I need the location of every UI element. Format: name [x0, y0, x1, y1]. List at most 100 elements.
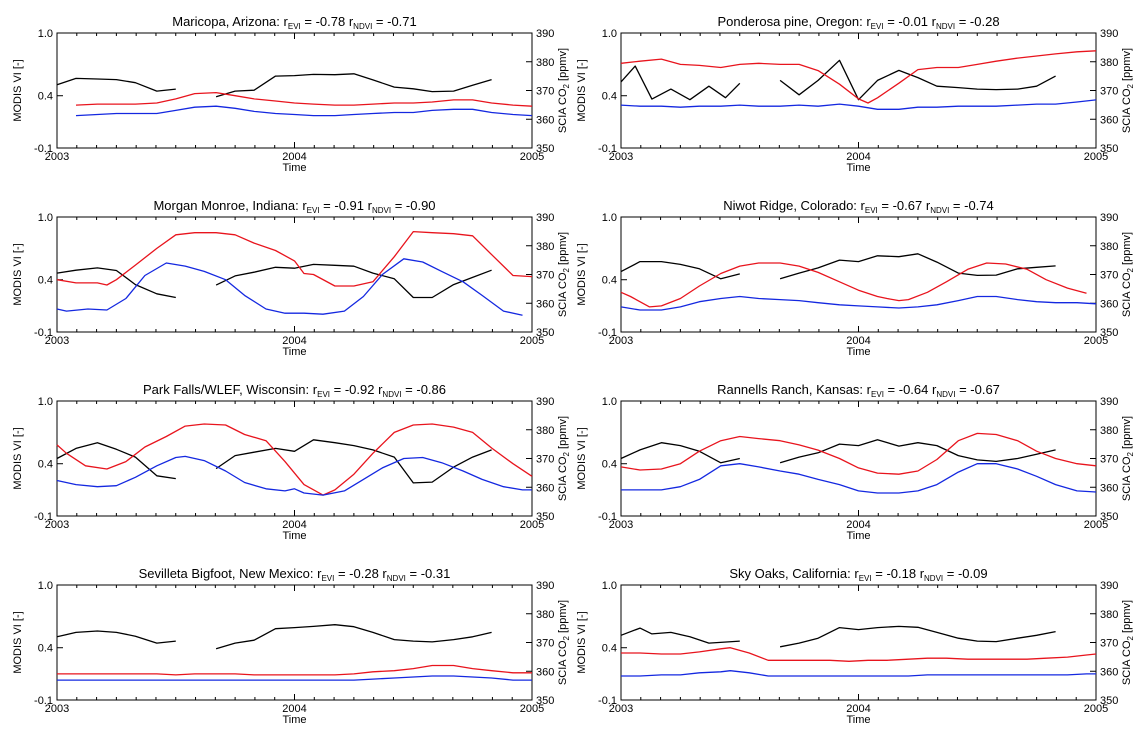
- series-line-evi: [56, 455, 532, 496]
- y-right-axis-title: SCIA CO2 [ppmv]: [557, 600, 571, 685]
- y-right-tick-label: 350: [536, 695, 554, 707]
- y-left-tick-label: 0.4: [38, 275, 53, 287]
- y-left-axis-title: MODIS VI [-]: [576, 59, 588, 121]
- y-right-tick-label: 370: [1100, 638, 1118, 650]
- series-line-evi: [620, 99, 1097, 110]
- series-line-scia-co2: [56, 77, 176, 92]
- x-tick-label: 2005: [1084, 335, 1108, 347]
- x-axis-title: Time: [282, 346, 306, 358]
- x-tick-label: 2004: [846, 519, 870, 531]
- series-line-scia-co2: [620, 627, 740, 644]
- panel-title: Morgan Monroe, Indiana: rEVI = -0.91 rND…: [153, 198, 435, 215]
- panel-title: Ponderosa pine, Oregon: rEVI = -0.01 rND…: [717, 14, 999, 31]
- y-right-tick-label: 380: [1100, 425, 1118, 437]
- x-tick-label: 2004: [846, 151, 870, 163]
- y-left-tick-label: -0.1: [34, 695, 53, 707]
- series-line-evi: [56, 258, 523, 316]
- series-line-evi: [621, 463, 1097, 494]
- x-tick-label: 2004: [846, 703, 870, 715]
- x-tick-label: 2005: [520, 151, 544, 163]
- plot-frame: [56, 584, 533, 701]
- y-right-tick-label: 390: [1100, 580, 1118, 592]
- x-tick-label: 2005: [520, 519, 544, 531]
- y-left-axis-title: MODIS VI [-]: [12, 59, 24, 121]
- series-line-ndvi: [56, 230, 533, 287]
- y-right-axis-title: SCIA CO2 [ppmv]: [1121, 416, 1135, 501]
- y-right-tick-label: 350: [1100, 511, 1118, 523]
- x-tick-label: 2003: [609, 151, 633, 163]
- y-right-axis-title: SCIA CO2 [ppmv]: [557, 416, 571, 501]
- y-right-tick-label: 380: [1100, 241, 1118, 253]
- panel-title: Sevilleta Bigfoot, New Mexico: rEVI = -0…: [139, 566, 451, 583]
- y-right-tick-label: 370: [1100, 270, 1118, 282]
- series-line-scia-co2: [620, 65, 741, 101]
- series-line-scia-co2: [620, 442, 740, 464]
- plot-frame: [620, 216, 1097, 333]
- y-right-tick-label: 370: [536, 638, 554, 650]
- x-tick-label: 2004: [282, 335, 306, 347]
- y-left-tick-label: 1.0: [38, 396, 53, 408]
- y-right-tick-label: 380: [536, 609, 554, 621]
- panel-title: Niwot Ridge, Colorado: rEVI = -0.67 rNDV…: [723, 198, 994, 215]
- series-line-ndvi: [620, 432, 1097, 475]
- panel-title: Maricopa, Arizona: rEVI = -0.78 rNDVI = …: [172, 14, 417, 31]
- y-right-tick-label: 390: [1100, 212, 1118, 224]
- series-line-ndvi: [620, 50, 1097, 104]
- y-left-tick-label: 1.0: [38, 28, 53, 40]
- y-right-tick-label: 380: [536, 425, 554, 437]
- y-right-tick-label: 370: [1100, 86, 1118, 98]
- y-left-axis-title: MODIS VI [-]: [12, 243, 24, 305]
- x-axis-title: Time: [846, 530, 870, 542]
- plot-frame: [620, 584, 1097, 701]
- x-axis-title: Time: [846, 346, 870, 358]
- y-left-tick-label: -0.1: [34, 327, 53, 339]
- plot-frame: [620, 32, 1097, 149]
- x-tick-label: 2004: [846, 335, 870, 347]
- y-right-tick-label: 390: [1100, 396, 1118, 408]
- y-right-tick-label: 350: [1100, 695, 1118, 707]
- chart-panel-5: Park Falls/WLEF, Wisconsin: rEVI = -0.92…: [12, 382, 571, 542]
- series-line-scia-co2: [215, 263, 492, 299]
- series-line-scia-co2: [620, 260, 740, 280]
- series-line-scia-co2: [215, 73, 492, 98]
- y-left-tick-label: 0.4: [38, 643, 53, 655]
- chart-panel-7: Sevilleta Bigfoot, New Mexico: rEVI = -0…: [12, 566, 571, 726]
- y-right-tick-label: 390: [1100, 28, 1118, 40]
- chart-panel-6: Rannells Ranch, Kansas: rEVI = -0.64 rND…: [576, 382, 1135, 542]
- x-axis-title: Time: [282, 530, 306, 542]
- chart-panel-8: Sky Oaks, California: rEVI = -0.18 rNDVI…: [576, 566, 1135, 726]
- y-right-tick-label: 360: [536, 114, 554, 126]
- y-right-tick-label: 390: [536, 580, 554, 592]
- chart-panel-1: Maricopa, Arizona: rEVI = -0.78 rNDVI = …: [12, 14, 571, 174]
- y-left-tick-label: -0.1: [598, 695, 617, 707]
- y-left-axis-title: MODIS VI [-]: [12, 611, 24, 673]
- plot-frame: [56, 400, 533, 517]
- y-right-tick-label: 360: [1100, 114, 1118, 126]
- y-right-tick-label: 390: [536, 28, 554, 40]
- series-line-evi: [57, 675, 532, 681]
- y-left-tick-label: 1.0: [602, 28, 617, 40]
- y-right-tick-label: 360: [1100, 666, 1118, 678]
- x-tick-label: 2005: [520, 703, 544, 715]
- x-tick-label: 2003: [45, 151, 69, 163]
- y-left-tick-label: 0.4: [38, 91, 53, 103]
- y-right-tick-label: 370: [536, 86, 554, 98]
- y-left-axis-title: MODIS VI [-]: [12, 427, 24, 489]
- series-line-ndvi: [75, 91, 533, 107]
- y-right-tick-label: 380: [536, 241, 554, 253]
- y-left-tick-label: 0.4: [602, 643, 617, 655]
- y-right-axis-title: SCIA CO2 [ppmv]: [1121, 600, 1135, 685]
- panel-title: Sky Oaks, California: rEVI = -0.18 rNDVI…: [729, 566, 987, 583]
- series-line-scia-co2: [215, 439, 492, 484]
- y-left-tick-label: -0.1: [34, 511, 53, 523]
- y-left-axis-title: MODIS VI [-]: [576, 611, 588, 673]
- x-axis-title: Time: [846, 162, 870, 174]
- y-left-tick-label: 1.0: [38, 212, 53, 224]
- plot-frame: [620, 400, 1097, 517]
- panel-title: Rannells Ranch, Kansas: rEVI = -0.64 rND…: [717, 382, 1000, 399]
- series-line-ndvi: [56, 423, 533, 496]
- y-left-tick-label: 1.0: [38, 580, 53, 592]
- series-line-evi: [75, 105, 533, 117]
- series-line-ndvi: [57, 664, 532, 676]
